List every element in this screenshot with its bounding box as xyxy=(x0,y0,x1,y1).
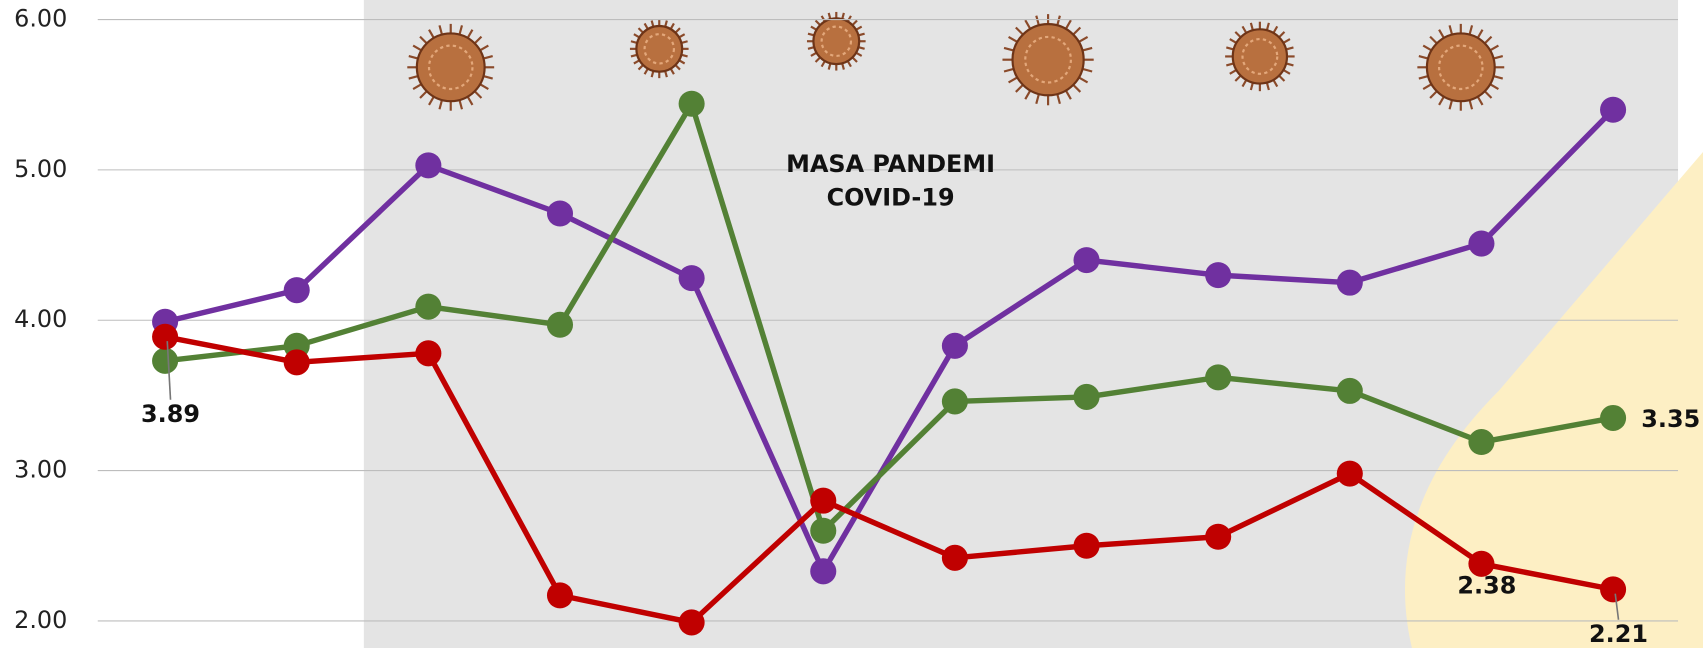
virus-icon xyxy=(1002,14,1093,105)
point xyxy=(810,518,836,544)
point xyxy=(547,312,573,338)
virus-body xyxy=(417,33,485,101)
virus-icon xyxy=(807,12,866,71)
virus-body xyxy=(1427,33,1495,101)
y-tick-label: 2.00 xyxy=(14,606,67,634)
point xyxy=(1468,429,1494,455)
point xyxy=(1073,247,1099,273)
point xyxy=(1205,524,1231,550)
point xyxy=(1600,405,1626,431)
point xyxy=(1205,364,1231,390)
point xyxy=(152,348,178,374)
chart: 2.00 3.00 4.00 5.00 6.00 MASA PANDEMI COVID-… xyxy=(0,0,1703,648)
point xyxy=(1337,378,1363,404)
annotation: COVID-19 xyxy=(827,184,955,212)
virus-body xyxy=(1233,29,1287,83)
virus-icon xyxy=(1417,24,1504,111)
point xyxy=(1600,576,1626,602)
virus-body xyxy=(636,26,682,72)
data-label: 3.89 xyxy=(141,400,200,428)
data-label: 2.38 xyxy=(1457,572,1516,600)
point xyxy=(1468,231,1494,257)
point xyxy=(942,333,968,359)
virus-body xyxy=(1013,24,1084,95)
point xyxy=(1337,270,1363,296)
point xyxy=(547,582,573,608)
virus-icon xyxy=(1225,22,1295,91)
data-label: 2.21 xyxy=(1589,620,1648,648)
point xyxy=(415,152,441,178)
y-tick-label: 4.00 xyxy=(14,305,67,333)
point xyxy=(284,277,310,303)
point xyxy=(810,558,836,584)
point xyxy=(679,609,705,635)
point xyxy=(679,91,705,117)
point xyxy=(1205,262,1231,288)
point xyxy=(284,349,310,375)
point xyxy=(415,340,441,366)
point xyxy=(152,324,178,350)
point xyxy=(547,200,573,226)
point xyxy=(810,488,836,514)
point xyxy=(942,545,968,571)
point xyxy=(942,388,968,414)
page: {"chart_data": { "type": "line", "annota… xyxy=(0,0,1703,648)
y-tick-label: 3.00 xyxy=(14,456,67,484)
point xyxy=(679,265,705,291)
data-label: 3.35 xyxy=(1641,405,1700,433)
point xyxy=(1073,384,1099,410)
virus-icon xyxy=(407,24,494,111)
virus-icon xyxy=(630,20,689,79)
point xyxy=(415,294,441,320)
point xyxy=(1600,97,1626,123)
annotation: MASA PANDEMI xyxy=(786,150,995,178)
virus-body xyxy=(813,18,859,64)
y-tick-label: 6.00 xyxy=(14,5,67,33)
point xyxy=(1337,461,1363,487)
point xyxy=(1073,533,1099,559)
y-tick-label: 5.00 xyxy=(14,155,67,183)
